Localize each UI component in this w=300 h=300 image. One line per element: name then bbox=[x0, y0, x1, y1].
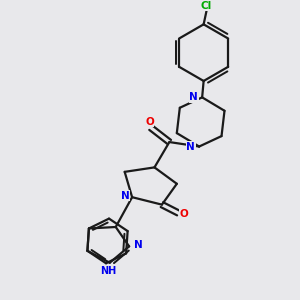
Text: N: N bbox=[189, 92, 198, 102]
Text: O: O bbox=[180, 209, 189, 220]
Text: O: O bbox=[145, 117, 154, 127]
Text: N: N bbox=[121, 191, 130, 201]
Text: Cl: Cl bbox=[201, 1, 212, 11]
Text: NH: NH bbox=[100, 266, 116, 276]
Text: N: N bbox=[134, 240, 142, 250]
Text: N: N bbox=[187, 142, 195, 152]
